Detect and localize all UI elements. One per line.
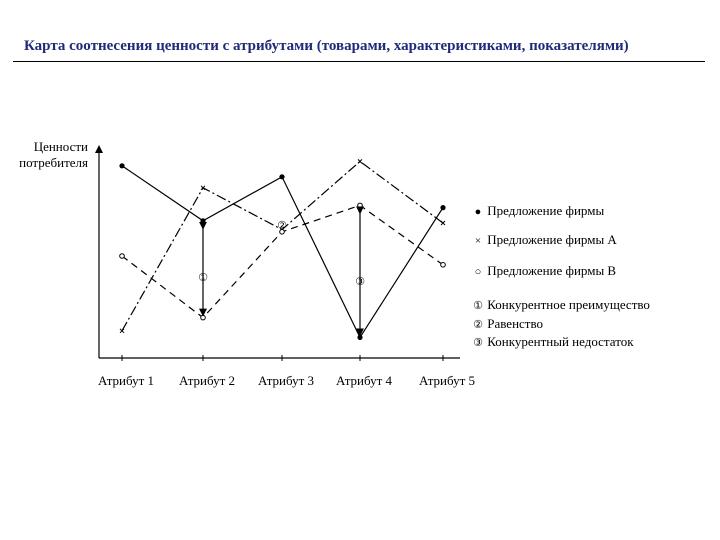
series-2-point-5 xyxy=(441,221,445,225)
annotation-legend-3-label: Конкурентный недостаток xyxy=(487,334,633,349)
annotation-legend-2-symbol: ② xyxy=(472,318,484,331)
x-tick-label-3: Атрибут 3 xyxy=(258,373,314,388)
annotation-legend-1-symbol: ① xyxy=(472,299,484,312)
x-tick-label-4: Атрибут 4 xyxy=(336,373,393,388)
series-1-point-5 xyxy=(440,205,445,210)
x-tick-label-5: Атрибут 5 xyxy=(419,373,475,388)
series-1-point-1 xyxy=(119,163,124,168)
x-marker-icon: × xyxy=(472,235,484,247)
annotation-legend-2-label: Равенство xyxy=(487,316,543,331)
series-2-point-2 xyxy=(201,186,205,190)
annotation-3-label: ③ xyxy=(355,275,365,288)
series-legend-3: ○ Предложение фирмы B xyxy=(472,263,616,279)
series-1-point-3 xyxy=(279,174,284,179)
annotation-legend-3-symbol: ③ xyxy=(472,336,484,349)
annotation-legend-2: ② Равенство xyxy=(472,316,543,332)
series-3-point-5 xyxy=(441,263,446,268)
annotation-2-label: ② xyxy=(277,219,287,232)
series-3-point-4 xyxy=(358,203,363,208)
annotation-1-label: ① xyxy=(198,271,208,284)
circle-marker-icon: ○ xyxy=(472,266,484,278)
series-legend-1: ● Предложение фирмы xyxy=(472,203,604,219)
series-2-line xyxy=(122,161,443,330)
series-legend-3-label: Предложение фирмы B xyxy=(487,263,616,278)
annotation-legend-1-label: Конкурентное преимущество xyxy=(487,297,650,312)
series-legend-2: × Предложение фирмы A xyxy=(472,232,617,248)
series-3-point-1 xyxy=(120,254,125,259)
x-tick-label-1: Атрибут 1 xyxy=(98,373,154,388)
series-legend-1-label: Предложение фирмы xyxy=(487,203,604,218)
series-1-point-2 xyxy=(200,218,205,223)
annotation-legend-3: ③ Конкурентный недостаток xyxy=(472,334,634,350)
annotation-legend-1: ① Конкурентное преимущество xyxy=(472,297,650,313)
series-3-point-2 xyxy=(201,315,206,320)
y-axis-arrow xyxy=(95,145,103,153)
x-tick-label-2: Атрибут 2 xyxy=(179,373,235,388)
series-2-point-1 xyxy=(120,329,124,333)
dot-marker-icon: ● xyxy=(472,206,484,218)
series-legend-2-label: Предложение фирмы A xyxy=(487,232,617,247)
series-1-line xyxy=(122,166,443,338)
series-1-point-4 xyxy=(357,335,362,340)
series-2-point-4 xyxy=(358,159,362,163)
